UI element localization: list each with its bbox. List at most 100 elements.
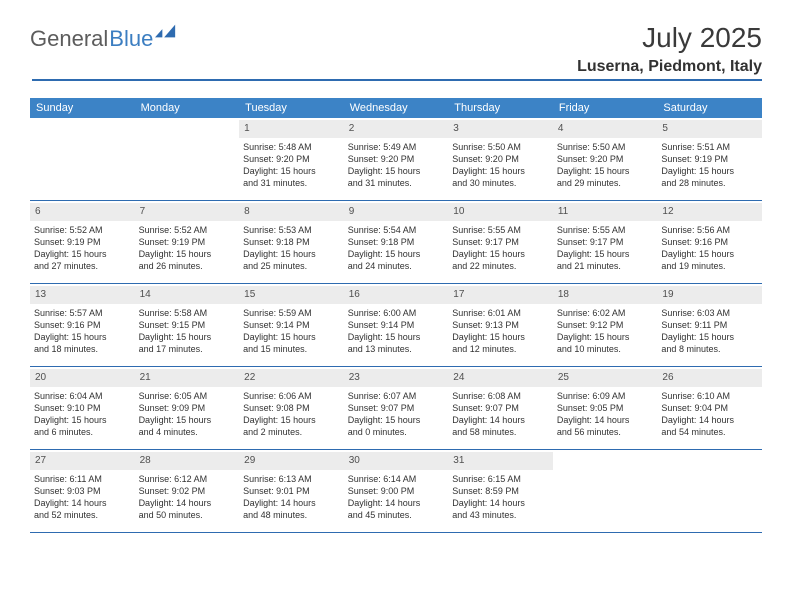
day-number: 16 [344, 286, 449, 304]
day-cell: 9Sunrise: 5:54 AMSunset: 9:18 PMDaylight… [344, 201, 449, 283]
day-cell [135, 118, 240, 200]
day-number: 23 [344, 369, 449, 387]
sunset-text: Sunset: 9:19 PM [661, 153, 758, 165]
sunrise-text: Sunrise: 6:04 AM [34, 390, 131, 402]
daylight-text: and 28 minutes. [661, 177, 758, 189]
day-cell: 8Sunrise: 5:53 AMSunset: 9:18 PMDaylight… [239, 201, 344, 283]
daylight-text: and 29 minutes. [557, 177, 654, 189]
sunrise-text: Sunrise: 5:50 AM [557, 141, 654, 153]
sunset-text: Sunset: 9:18 PM [348, 236, 445, 248]
brand-part2: Blue [109, 26, 153, 52]
sunrise-text: Sunrise: 6:09 AM [557, 390, 654, 402]
daylight-text: and 58 minutes. [452, 426, 549, 438]
day-cell: 12Sunrise: 5:56 AMSunset: 9:16 PMDayligh… [657, 201, 762, 283]
day-cell: 29Sunrise: 6:13 AMSunset: 9:01 PMDayligh… [239, 450, 344, 532]
day-cell: 3Sunrise: 5:50 AMSunset: 9:20 PMDaylight… [448, 118, 553, 200]
sunrise-text: Sunrise: 6:01 AM [452, 307, 549, 319]
sunrise-text: Sunrise: 6:06 AM [243, 390, 340, 402]
sunset-text: Sunset: 9:18 PM [243, 236, 340, 248]
day-cell: 7Sunrise: 5:52 AMSunset: 9:19 PMDaylight… [135, 201, 240, 283]
day-cell: 14Sunrise: 5:58 AMSunset: 9:15 PMDayligh… [135, 284, 240, 366]
daylight-text: and 27 minutes. [34, 260, 131, 272]
day-cell [30, 118, 135, 200]
daylight-text: and 31 minutes. [243, 177, 340, 189]
day-number: 17 [448, 286, 553, 304]
sunrise-text: Sunrise: 6:05 AM [139, 390, 236, 402]
dayname-cell: Friday [553, 98, 658, 118]
dayname-cell: Saturday [657, 98, 762, 118]
day-number: 27 [30, 452, 135, 470]
sunrise-text: Sunrise: 6:11 AM [34, 473, 131, 485]
daylight-text: and 15 minutes. [243, 343, 340, 355]
day-number: 22 [239, 369, 344, 387]
sunset-text: Sunset: 9:05 PM [557, 402, 654, 414]
day-cell: 6Sunrise: 5:52 AMSunset: 9:19 PMDaylight… [30, 201, 135, 283]
daylight-text: Daylight: 15 hours [557, 165, 654, 177]
sunset-text: Sunset: 9:02 PM [139, 485, 236, 497]
daylight-text: and 12 minutes. [452, 343, 549, 355]
week-row: 27Sunrise: 6:11 AMSunset: 9:03 PMDayligh… [30, 450, 762, 533]
daylight-text: and 31 minutes. [348, 177, 445, 189]
day-number: 4 [553, 120, 658, 138]
daylight-text: and 25 minutes. [243, 260, 340, 272]
sunrise-text: Sunrise: 5:51 AM [661, 141, 758, 153]
daylight-text: Daylight: 15 hours [557, 331, 654, 343]
daylight-text: Daylight: 14 hours [452, 414, 549, 426]
day-number: 3 [448, 120, 553, 138]
sunrise-text: Sunrise: 5:59 AM [243, 307, 340, 319]
dayname-cell: Sunday [30, 98, 135, 118]
day-cell: 1Sunrise: 5:48 AMSunset: 9:20 PMDaylight… [239, 118, 344, 200]
day-cell: 31Sunrise: 6:15 AMSunset: 8:59 PMDayligh… [448, 450, 553, 532]
daylight-text: Daylight: 15 hours [348, 248, 445, 260]
sunset-text: Sunset: 9:16 PM [661, 236, 758, 248]
daylight-text: and 18 minutes. [34, 343, 131, 355]
sunset-text: Sunset: 9:14 PM [243, 319, 340, 331]
daylight-text: Daylight: 15 hours [243, 414, 340, 426]
sunset-text: Sunset: 9:07 PM [348, 402, 445, 414]
dayname-cell: Tuesday [239, 98, 344, 118]
daylight-text: and 21 minutes. [557, 260, 654, 272]
day-number: 12 [657, 203, 762, 221]
daylight-text: Daylight: 15 hours [557, 248, 654, 260]
sunset-text: Sunset: 9:19 PM [139, 236, 236, 248]
daylight-text: Daylight: 15 hours [243, 165, 340, 177]
sunrise-text: Sunrise: 5:53 AM [243, 224, 340, 236]
week-row: 13Sunrise: 5:57 AMSunset: 9:16 PMDayligh… [30, 284, 762, 367]
sunrise-text: Sunrise: 6:13 AM [243, 473, 340, 485]
sunset-text: Sunset: 9:20 PM [557, 153, 654, 165]
dayname-row: SundayMondayTuesdayWednesdayThursdayFrid… [30, 98, 762, 118]
day-number: 7 [135, 203, 240, 221]
sunset-text: Sunset: 9:12 PM [557, 319, 654, 331]
daylight-text: Daylight: 15 hours [452, 165, 549, 177]
daylight-text: and 13 minutes. [348, 343, 445, 355]
day-number: 8 [239, 203, 344, 221]
day-cell: 18Sunrise: 6:02 AMSunset: 9:12 PMDayligh… [553, 284, 658, 366]
day-number: 29 [239, 452, 344, 470]
day-cell: 5Sunrise: 5:51 AMSunset: 9:19 PMDaylight… [657, 118, 762, 200]
sunrise-text: Sunrise: 6:12 AM [139, 473, 236, 485]
week-row: 6Sunrise: 5:52 AMSunset: 9:19 PMDaylight… [30, 201, 762, 284]
day-number: 26 [657, 369, 762, 387]
sunrise-text: Sunrise: 5:58 AM [139, 307, 236, 319]
daylight-text: Daylight: 15 hours [243, 331, 340, 343]
day-cell: 21Sunrise: 6:05 AMSunset: 9:09 PMDayligh… [135, 367, 240, 449]
day-cell: 13Sunrise: 5:57 AMSunset: 9:16 PMDayligh… [30, 284, 135, 366]
location-text: Luserna, Piedmont, Italy [32, 58, 762, 81]
sunset-text: Sunset: 9:08 PM [243, 402, 340, 414]
day-number: 25 [553, 369, 658, 387]
day-cell: 30Sunrise: 6:14 AMSunset: 9:00 PMDayligh… [344, 450, 449, 532]
day-cell: 19Sunrise: 6:03 AMSunset: 9:11 PMDayligh… [657, 284, 762, 366]
sails-icon [155, 24, 177, 38]
sunset-text: Sunset: 9:16 PM [34, 319, 131, 331]
daylight-text: Daylight: 15 hours [348, 414, 445, 426]
header: July 2025 Luserna, Piedmont, Italy [552, 22, 762, 81]
daylight-text: Daylight: 14 hours [557, 414, 654, 426]
daylight-text: and 2 minutes. [243, 426, 340, 438]
daylight-text: Daylight: 14 hours [348, 497, 445, 509]
daylight-text: Daylight: 15 hours [661, 165, 758, 177]
sunset-text: Sunset: 9:11 PM [661, 319, 758, 331]
daylight-text: Daylight: 15 hours [661, 331, 758, 343]
daylight-text: and 22 minutes. [452, 260, 549, 272]
day-number: 9 [344, 203, 449, 221]
sunset-text: Sunset: 9:10 PM [34, 402, 131, 414]
